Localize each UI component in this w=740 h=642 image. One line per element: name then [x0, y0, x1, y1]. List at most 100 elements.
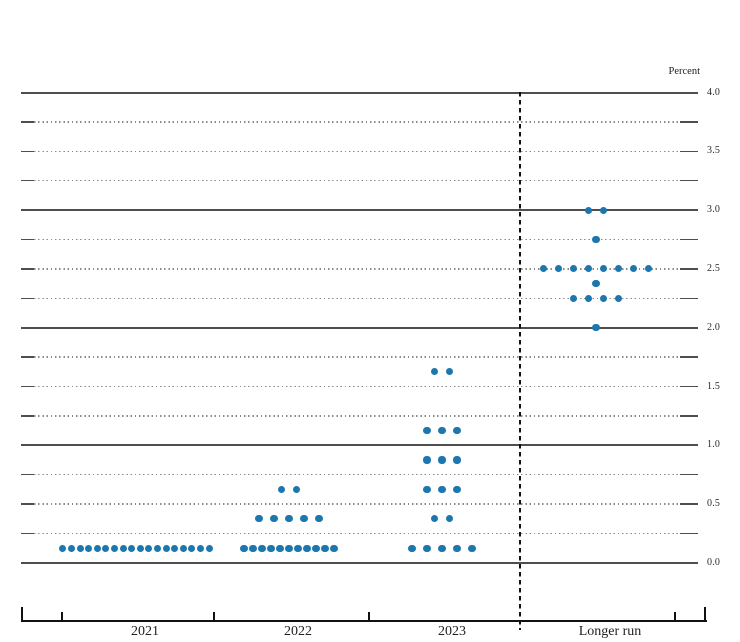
projection-dot	[102, 544, 110, 552]
x-axis-end-cap	[703, 606, 706, 621]
x-axis-tick	[213, 611, 215, 621]
projection-dot	[584, 294, 593, 302]
projection-dot	[599, 206, 608, 214]
projection-dot	[128, 544, 136, 552]
projection-dot	[179, 544, 187, 552]
projection-dot	[285, 515, 293, 523]
gridline-dotted-right-cap	[680, 532, 698, 535]
projection-dot	[614, 294, 623, 302]
gridline-dotted-left-cap	[21, 474, 34, 476]
projection-dot	[453, 456, 461, 464]
projection-dot	[569, 265, 578, 273]
projection-dot	[445, 368, 454, 376]
projection-dot	[629, 265, 638, 273]
gridline-dotted-left-cap	[21, 503, 34, 505]
projection-dot	[267, 544, 275, 552]
projection-dot	[614, 265, 623, 273]
projection-dot	[330, 544, 338, 552]
gridline-dotted-left-cap	[21, 297, 34, 299]
gridline-dotted	[34, 297, 680, 299]
projection-dot	[468, 544, 476, 552]
longer-run-separator	[518, 92, 521, 630]
projection-dot	[93, 544, 101, 552]
x-category-label-2022: 2022	[284, 624, 312, 639]
projection-dot	[599, 265, 608, 273]
projection-dot	[569, 294, 578, 302]
projection-dot	[136, 544, 144, 552]
gridline-dotted-left-cap	[21, 532, 34, 535]
gridline-dotted-left-cap	[21, 356, 34, 358]
y-tick-label: 0.0	[707, 556, 721, 568]
projection-dot	[119, 544, 127, 552]
projection-dot	[270, 515, 278, 523]
projection-dot	[423, 456, 431, 464]
projection-dot	[294, 544, 302, 552]
projection-dot	[300, 515, 308, 523]
y-tick-label: 3.0	[707, 204, 721, 216]
y-tick-label: 1.5	[707, 380, 721, 392]
gridline-dotted-right-cap	[680, 415, 698, 417]
projection-dot	[145, 544, 153, 552]
y-tick-label: 3.5	[707, 145, 721, 157]
projection-dot	[276, 544, 284, 552]
gridline-solid	[21, 561, 698, 564]
gridline-dotted-right-cap	[680, 150, 698, 152]
gridline-dotted-right-cap	[680, 268, 698, 270]
gridline-dotted-left-cap	[21, 415, 34, 417]
gridline-solid	[21, 444, 698, 447]
projection-dot	[430, 515, 439, 523]
projection-dot	[255, 515, 263, 523]
projection-dot	[292, 485, 301, 493]
x-axis-end-cap	[21, 606, 24, 621]
projection-dot	[277, 485, 286, 493]
projection-dot	[438, 544, 446, 552]
gridline-solid	[21, 209, 698, 212]
gridline-dotted-right-cap	[680, 297, 698, 299]
projection-dot	[285, 544, 293, 552]
gridline-dotted-left-cap	[21, 385, 34, 388]
projection-dot	[453, 544, 461, 552]
gridline-dotted-right-cap	[680, 385, 698, 388]
gridline-dotted-right-cap	[680, 121, 698, 123]
projection-dot	[423, 544, 431, 552]
gridline-dotted-left-cap	[21, 238, 34, 241]
gridline-dotted	[34, 385, 680, 388]
x-category-label-2021: 2021	[131, 624, 159, 639]
gridline-dotted	[34, 180, 680, 182]
projection-dot	[423, 485, 431, 493]
gridline-solid	[21, 326, 698, 329]
gridline-dotted	[34, 356, 680, 358]
projection-dot	[592, 235, 600, 244]
gridline-dotted	[34, 474, 680, 476]
gridline-dotted	[34, 415, 680, 417]
projection-dot	[438, 456, 446, 464]
gridline-dotted-right-cap	[680, 180, 698, 182]
gridline-dotted-right-cap	[680, 238, 698, 241]
gridline-dotted-right-cap	[680, 503, 698, 505]
projection-dot	[196, 544, 205, 552]
projection-dot	[408, 544, 416, 552]
projection-dot	[59, 544, 67, 552]
projection-dot	[438, 427, 446, 435]
projection-dot	[599, 294, 608, 302]
projection-dot	[423, 427, 431, 435]
projection-dot	[249, 544, 257, 552]
projection-dot	[453, 485, 461, 493]
gridline-dotted	[34, 150, 680, 152]
projection-dot	[453, 427, 461, 435]
gridline-dotted	[34, 503, 680, 505]
gridline-dotted-left-cap	[21, 268, 34, 270]
projection-dot	[584, 265, 593, 273]
projection-dot	[312, 544, 320, 552]
projection-dot	[171, 544, 179, 552]
y-tick-label: 4.0	[707, 86, 721, 98]
projection-dot	[315, 515, 323, 523]
projection-dot	[258, 544, 266, 552]
projection-dot	[205, 544, 213, 552]
gridline-dotted-right-cap	[680, 356, 698, 358]
projection-dot	[430, 368, 439, 376]
projection-dot	[240, 544, 248, 552]
x-axis-tick	[61, 611, 63, 621]
projection-dot	[554, 265, 563, 273]
